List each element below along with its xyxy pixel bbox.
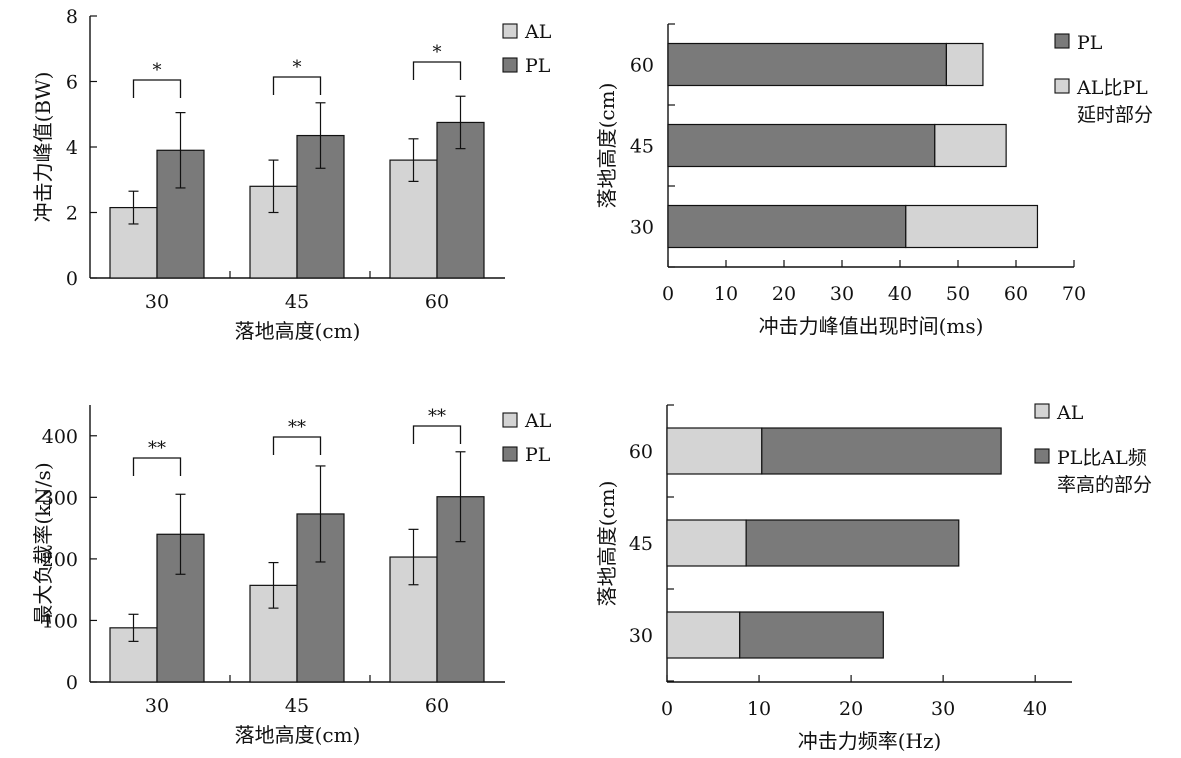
y-axis-title: 落地高度(cm): [595, 481, 619, 607]
y-tick-label: 6: [66, 72, 78, 94]
significance-marker: *: [153, 60, 162, 81]
x-tick-label: 30: [830, 283, 854, 305]
y-tick-label: 200: [42, 549, 78, 571]
impact-peak-chart: 0 2 4 6 8 30 * 45 * 60 * AL PL 落地高度(cm) 冲击力峰值(BW): [31, 6, 552, 343]
x-tick-label: 30: [145, 291, 169, 313]
y-tick-label: 4: [66, 137, 78, 159]
x-axis-title: 落地高度(cm): [235, 319, 361, 343]
x-axis-title: 落地高度(cm): [235, 723, 361, 747]
legend-swatch-pl: [502, 446, 518, 462]
legend-label-1: AL: [1056, 402, 1084, 424]
significance-bracket: [412, 425, 462, 444]
bar-segment-1: [666, 611, 741, 659]
x-tick-label: 0: [661, 698, 673, 720]
y-tick-label: 0: [66, 672, 78, 694]
y-tick-label: 0: [66, 268, 78, 290]
x-tick-label: 45: [285, 291, 309, 313]
legend-swatch-al: [502, 412, 518, 428]
bar-segment-2: [761, 427, 1002, 475]
bar-segment-2: [905, 204, 1039, 249]
x-tick-label: 20: [839, 698, 863, 720]
significance-marker: **: [428, 406, 446, 427]
legend-label-2: AL比PL: [1076, 77, 1148, 99]
y-tick-label: 300: [42, 487, 78, 509]
y-axis-title: 最大负载率(kN/s): [31, 462, 55, 624]
significance-marker: **: [148, 438, 166, 459]
legend-swatch-al: [502, 23, 518, 39]
significance-marker: *: [433, 42, 442, 63]
significance-bracket: [132, 79, 182, 98]
x-tick-label: 60: [425, 291, 449, 313]
legend-label-pl: PL: [525, 444, 551, 466]
x-tick-label: 10: [714, 283, 738, 305]
legend-label-1: PL: [1077, 32, 1103, 54]
bar-segment-1: [667, 204, 907, 249]
x-tick-label: 60: [1004, 283, 1028, 305]
significance-marker: **: [288, 417, 306, 438]
significance-bracket: [412, 61, 462, 80]
legend-swatch-pl: [502, 57, 518, 73]
legend-label-al: AL: [524, 410, 552, 432]
y-tick-label: 30: [629, 625, 653, 647]
legend-label-2: PL比AL频: [1057, 447, 1147, 469]
bar-segment-2: [934, 123, 1007, 168]
bar-segment-2: [739, 611, 884, 659]
y-tick-label: 2: [66, 203, 78, 225]
x-tick-label: 40: [1023, 698, 1047, 720]
x-tick-label: 60: [425, 695, 449, 717]
legend-label-pl: PL: [525, 55, 551, 77]
significance-bracket: [272, 76, 322, 95]
x-tick-label: 70: [1062, 283, 1086, 305]
y-axis-title: 冲击力峰值(BW): [31, 72, 55, 223]
y-axis-title: 落地高度(cm): [595, 83, 619, 209]
y-tick-label: 100: [42, 610, 78, 632]
legend-swatch-2: [1034, 448, 1050, 464]
impact-time-chart: 0 10 20 30 40 50 60 70 30 45 60 PL AL比PL 延时部分冲击力峰值出现时…: [595, 23, 1153, 338]
y-tick-label: 45: [629, 533, 653, 555]
x-axis-title: 冲击力峰值出现时间(ms): [759, 314, 984, 338]
significance-bracket: [132, 457, 182, 476]
loading-rate-chart: 0 100 200 300 400 30 ** 45 ** 60 ** AL PL 落地高度(cm) 最大负…: [31, 405, 552, 747]
y-tick-label: 45: [630, 136, 654, 158]
bar-segment-1: [666, 427, 763, 475]
x-tick-label: 50: [946, 283, 970, 305]
x-tick-label: 40: [888, 283, 912, 305]
y-tick-label: 60: [629, 441, 653, 463]
legend-label-2: 延时部分: [1077, 104, 1153, 126]
x-tick-label: 10: [747, 698, 771, 720]
bar-segment-1: [667, 42, 947, 87]
bar-segment-1: [666, 519, 747, 567]
x-axis-title: 冲击力频率(Hz): [798, 729, 942, 753]
x-tick-label: 30: [145, 695, 169, 717]
bar-segment-2: [945, 42, 984, 87]
significance-bracket: [272, 436, 322, 455]
x-tick-label: 45: [285, 695, 309, 717]
legend-swatch-1: [1034, 403, 1050, 419]
bar-segment-2: [745, 519, 960, 567]
x-tick-label: 30: [931, 698, 955, 720]
y-tick-label: 400: [42, 426, 78, 448]
x-tick-label: 20: [772, 283, 796, 305]
y-tick-label: 30: [630, 217, 654, 239]
legend-swatch-1: [1054, 33, 1070, 49]
x-tick-label: 0: [662, 283, 674, 305]
legend-label-2: 率高的部分: [1057, 474, 1152, 496]
significance-marker: *: [293, 57, 302, 78]
y-tick-label: 60: [630, 55, 654, 77]
legend-label-al: AL: [524, 21, 552, 43]
y-tick-label: 8: [66, 6, 78, 28]
legend-swatch-2: [1054, 78, 1070, 94]
bar-segment-1: [667, 123, 936, 168]
